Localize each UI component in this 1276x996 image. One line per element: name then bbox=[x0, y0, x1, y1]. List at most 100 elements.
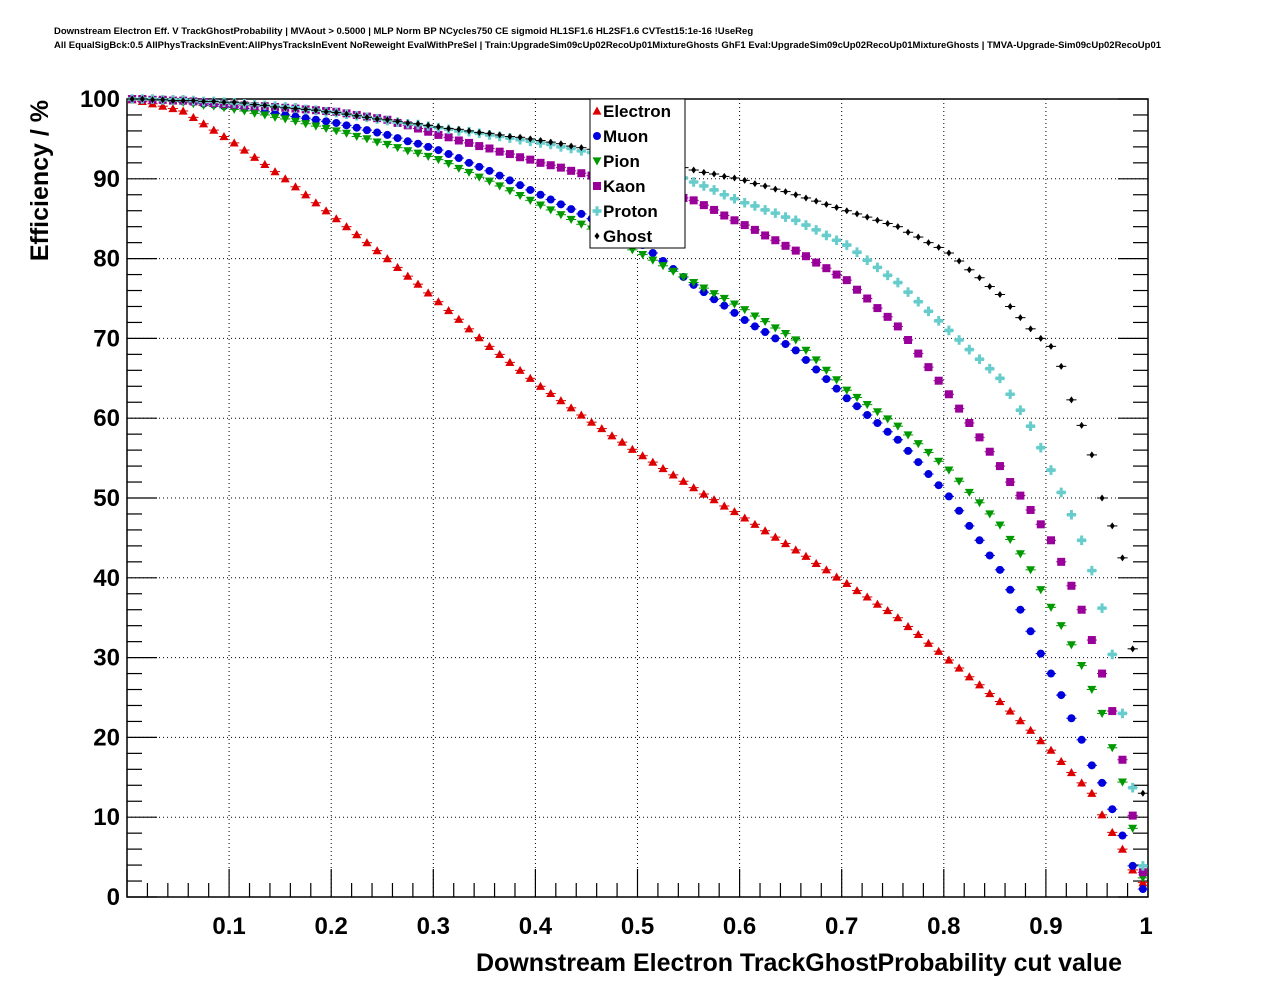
x-tick-label: 0.5 bbox=[621, 913, 654, 940]
data-point-electron bbox=[750, 519, 760, 528]
data-point-kaon bbox=[801, 252, 810, 261]
data-point-kaon bbox=[546, 161, 555, 170]
legend-box bbox=[589, 98, 686, 249]
data-point-pion bbox=[975, 499, 985, 508]
data-point-electron bbox=[954, 663, 964, 672]
data-point-electron bbox=[311, 198, 321, 207]
data-point-ghost bbox=[721, 172, 727, 180]
data-point-proton bbox=[1056, 487, 1066, 498]
data-point-electron bbox=[923, 638, 933, 647]
data-point-pion bbox=[352, 132, 362, 142]
data-point-electron bbox=[1097, 810, 1107, 819]
data-point-ghost bbox=[1017, 314, 1023, 322]
data-point-kaon bbox=[1016, 491, 1025, 500]
data-point-pion bbox=[791, 336, 801, 345]
data-point-proton bbox=[893, 277, 903, 288]
x-tick-label: 0.2 bbox=[315, 913, 348, 940]
data-point-ghost bbox=[180, 97, 186, 105]
data-point-proton bbox=[1097, 603, 1107, 613]
data-point-electron bbox=[1056, 756, 1066, 765]
data-point-electron bbox=[1036, 736, 1046, 745]
data-point-ghost bbox=[1099, 494, 1105, 502]
data-point-ghost bbox=[905, 228, 911, 236]
data-point-pion bbox=[699, 284, 709, 293]
data-point-kaon bbox=[822, 264, 831, 273]
data-point-muon bbox=[546, 195, 555, 204]
data-point-electron bbox=[576, 410, 586, 419]
data-point-muon bbox=[454, 154, 463, 163]
data-point-pion bbox=[964, 488, 974, 497]
data-point-pion bbox=[1087, 685, 1097, 695]
data-point-muon bbox=[1036, 649, 1045, 658]
data-point-pion bbox=[862, 401, 872, 410]
data-point-ghost bbox=[384, 116, 390, 124]
data-point-ghost bbox=[211, 97, 217, 105]
data-point-ghost bbox=[885, 219, 891, 227]
data-point-kaon bbox=[1087, 636, 1096, 645]
data-point-electron bbox=[250, 152, 260, 161]
legend-marker-proton bbox=[592, 206, 602, 216]
data-point-muon bbox=[1138, 885, 1147, 894]
data-point-ghost bbox=[456, 125, 462, 133]
data-point-kaon bbox=[485, 144, 494, 153]
y-axis-title: Efficiency / % bbox=[26, 100, 54, 261]
data-point-pion bbox=[331, 127, 341, 136]
data-point-ghost bbox=[915, 233, 921, 241]
data-point-ghost bbox=[966, 266, 972, 274]
data-point-ghost bbox=[874, 216, 880, 224]
data-point-pion bbox=[413, 149, 423, 158]
data-point-ghost bbox=[425, 121, 431, 129]
series-ghost bbox=[127, 95, 1148, 797]
data-point-muon bbox=[801, 355, 810, 364]
data-point-electron bbox=[658, 463, 668, 473]
data-point-ghost bbox=[282, 104, 288, 112]
data-point-ghost bbox=[313, 106, 319, 114]
data-point-pion bbox=[883, 415, 893, 424]
data-point-pion bbox=[842, 386, 852, 395]
data-point-proton bbox=[1138, 861, 1148, 871]
data-point-electron bbox=[740, 513, 750, 522]
data-point-muon bbox=[485, 166, 494, 175]
legend-marker-pion bbox=[592, 157, 602, 166]
data-point-pion bbox=[781, 330, 791, 339]
data-point-muon bbox=[710, 295, 719, 304]
data-point-kaon bbox=[1108, 707, 1117, 716]
data-point-muon bbox=[1016, 605, 1025, 614]
data-point-electron bbox=[525, 373, 535, 382]
data-point-kaon bbox=[1036, 520, 1045, 529]
data-point-electron bbox=[729, 507, 739, 516]
data-point-kaon bbox=[699, 201, 708, 210]
data-point-pion bbox=[301, 120, 311, 129]
data-point-electron bbox=[484, 341, 494, 350]
data-point-ghost bbox=[364, 113, 370, 121]
data-point-kaon bbox=[985, 447, 994, 456]
y-tick-label: 30 bbox=[93, 645, 120, 672]
data-point-electron bbox=[188, 112, 198, 121]
data-point-muon bbox=[924, 470, 933, 479]
data-point-electron bbox=[362, 238, 372, 247]
data-point-electron bbox=[566, 403, 576, 412]
data-point-electron bbox=[219, 132, 229, 141]
data-point-electron bbox=[301, 190, 311, 199]
x-tick-label: 0.8 bbox=[927, 913, 960, 940]
data-point-ghost bbox=[772, 185, 778, 193]
data-point-pion bbox=[536, 201, 546, 210]
data-point-proton bbox=[1128, 782, 1138, 793]
data-point-muon bbox=[362, 126, 371, 135]
data-point-kaon bbox=[454, 136, 463, 145]
data-point-kaon bbox=[1077, 605, 1086, 614]
data-point-electron bbox=[985, 689, 995, 698]
x-tick-label: 0.3 bbox=[417, 913, 450, 940]
data-point-proton bbox=[1077, 535, 1087, 546]
data-point-kaon bbox=[710, 205, 719, 214]
data-point-ghost bbox=[415, 120, 421, 128]
data-point-kaon bbox=[873, 304, 882, 313]
data-point-pion bbox=[342, 129, 352, 138]
data-point-proton bbox=[923, 306, 933, 317]
data-point-kaon bbox=[434, 130, 443, 139]
data-point-kaon bbox=[495, 147, 504, 156]
data-point-electron bbox=[638, 451, 648, 460]
data-point-muon bbox=[883, 427, 892, 436]
data-point-kaon bbox=[567, 166, 576, 175]
data-point-muon bbox=[893, 435, 902, 444]
